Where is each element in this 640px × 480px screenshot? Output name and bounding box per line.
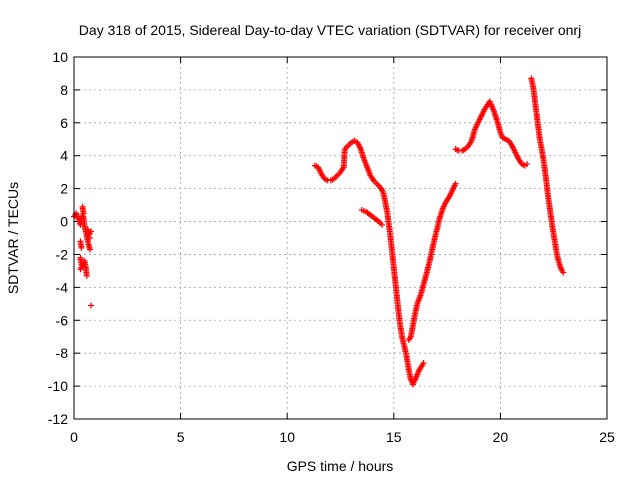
chart-title: Day 318 of 2015, Sidereal Day-to-day VTE… <box>79 22 581 38</box>
y-tick-label: -12 <box>48 411 68 427</box>
data-point <box>379 221 386 228</box>
data-point <box>524 160 531 167</box>
data-point <box>452 180 459 187</box>
x-axis-label: GPS time / hours <box>287 458 394 474</box>
y-tick-label: -2 <box>56 246 69 262</box>
data-point <box>86 246 93 253</box>
data-point <box>83 272 90 279</box>
y-tick-label: 10 <box>52 49 68 65</box>
y-tick-label: 0 <box>60 214 68 230</box>
plot-frame <box>73 56 608 420</box>
data-point <box>88 302 95 309</box>
x-tick-label: 10 <box>279 429 295 445</box>
x-tick-label: 5 <box>177 429 185 445</box>
data-point <box>560 269 567 276</box>
y-tick-label: -8 <box>56 345 69 361</box>
y-tick-label: -4 <box>56 279 69 295</box>
data-point <box>78 244 85 251</box>
data-point <box>86 235 93 241</box>
y-tick-label: 8 <box>60 82 68 98</box>
data-point <box>420 360 427 367</box>
x-tick-label: 0 <box>70 429 78 445</box>
x-tick-label: 20 <box>493 429 509 445</box>
grid <box>74 57 607 419</box>
y-tick-label: 6 <box>60 115 68 131</box>
x-tick-label: 25 <box>599 429 615 445</box>
y-axis-label: SDTVAR / TECUs <box>5 182 21 294</box>
y-tick-label: 2 <box>60 181 68 197</box>
data-series <box>71 75 567 388</box>
x-tick-label: 15 <box>386 429 402 445</box>
data-point <box>80 210 87 217</box>
y-tick-label: -6 <box>56 312 69 328</box>
x-axis-ticks: 0 5 10 15 20 25 <box>70 57 615 445</box>
y-axis-ticks: -12 -10 -8 -6 -4 -2 0 2 4 6 8 10 <box>48 49 607 427</box>
y-tick-label: -10 <box>48 378 68 394</box>
data-point <box>88 228 95 235</box>
y-tick-label: 4 <box>60 148 68 164</box>
